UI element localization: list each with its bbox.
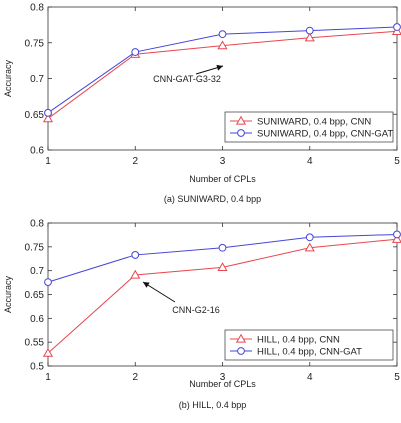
data-point	[391, 233, 401, 243]
annotation: CNN-G2-16	[142, 281, 220, 315]
data-point	[235, 333, 247, 343]
y-axis-label: Accuracy	[3, 275, 13, 313]
x-axis-label: Number of CPLs	[189, 379, 256, 389]
data-point	[218, 243, 227, 252]
y-axis-label: Accuracy	[3, 59, 13, 97]
annotation: CNN-GAT-G3-32	[153, 64, 224, 84]
y-tick-label: 0.8	[30, 3, 44, 14]
legend-label: SUNIWARD, 0.4 bpp, CNN	[257, 117, 371, 128]
data-point	[44, 278, 52, 287]
x-tick-label: 1	[45, 372, 51, 383]
legend-item: HILL, 0.4 bpp, CNN-GAT	[230, 347, 362, 358]
series-line	[47, 26, 398, 114]
y-tick-label: 0.75	[25, 38, 45, 49]
x-tick-label: 5	[394, 372, 400, 383]
data-point	[131, 48, 140, 56]
y-tick-label: 0.6	[30, 146, 44, 157]
panel-caption: (b) HILL, 0.4 bpp	[179, 400, 247, 410]
series-cnn-gat	[44, 230, 401, 287]
y-tick-label: 0.6	[30, 314, 44, 325]
data-point	[42, 113, 54, 123]
x-tick-label: 2	[132, 372, 138, 383]
chart-panel-2: 0.5 0.55 0.6 0.65 0.7 0.75 0.8 1 2 3 4 5 Accuracy Num…	[3, 219, 401, 410]
series-cnn	[42, 26, 401, 123]
data-point	[393, 230, 401, 239]
data-point	[131, 251, 140, 259]
annotation-arrow	[142, 281, 176, 303]
data-point	[393, 23, 401, 31]
panel-caption: (a) SUNIWARD, 0.4 bpp	[164, 194, 261, 204]
series-cnn-gat	[44, 23, 401, 117]
legend-label: HILL, 0.4 bpp, CNN	[257, 335, 340, 346]
y-tick-label: 0.75	[25, 242, 45, 253]
data-point	[217, 262, 228, 271]
x-tick-label: 3	[220, 156, 226, 167]
y-tick-label: 0.8	[30, 219, 44, 230]
data-point	[218, 30, 227, 39]
data-point	[305, 26, 314, 35]
legend-box	[224, 111, 394, 143]
data-point	[235, 115, 247, 125]
series-cnn	[42, 233, 401, 357]
x-tick-label: 4	[307, 156, 313, 167]
data-point	[304, 242, 315, 252]
annotation-arrowhead	[143, 282, 150, 288]
annotation-label: CNN-GAT-G3-32	[153, 74, 221, 84]
data-point	[304, 32, 315, 42]
data-point	[305, 233, 314, 242]
data-point	[130, 269, 141, 279]
legend-label: SUNIWARD, 0.4 bpp, CNN-GAT	[257, 129, 393, 140]
y-tick-label: 0.5	[30, 362, 44, 373]
y-tick-label: 0.7	[30, 74, 44, 85]
data-point	[42, 347, 54, 357]
data-point	[237, 129, 245, 137]
annotation-arrowhead	[216, 64, 223, 71]
legend-item: HILL, 0.4 bpp, CNN	[230, 333, 340, 346]
legend-box	[224, 329, 394, 361]
y-tick-label: 0.65	[25, 110, 45, 121]
legend-item: SUNIWARD, 0.4 bpp, CNN	[230, 115, 371, 128]
x-tick-label: 2	[132, 156, 138, 167]
y-tick-label: 0.55	[25, 338, 45, 349]
chart-panel-1: 0.6 0.65 0.7 0.75 0.8 1 2 3 4 5 Accuracy Number of …	[3, 3, 401, 204]
data-point	[237, 347, 245, 355]
annotation-label: CNN-G2-16	[172, 305, 220, 315]
series-line	[47, 233, 398, 283]
x-tick-label: 5	[394, 156, 400, 167]
y-tick-label: 0.65	[25, 290, 45, 301]
y-tick-label: 0.7	[30, 266, 44, 277]
data-point	[217, 40, 228, 50]
legend-item: SUNIWARD, 0.4 bpp, CNN-GAT	[230, 129, 393, 140]
x-tick-label: 3	[220, 372, 226, 383]
legend-label: HILL, 0.4 bpp, CNN-GAT	[257, 347, 362, 358]
x-axis-label: Number of CPLs	[189, 174, 256, 184]
data-point	[44, 108, 52, 117]
x-tick-label: 4	[307, 372, 313, 383]
x-tick-label: 1	[45, 156, 51, 167]
